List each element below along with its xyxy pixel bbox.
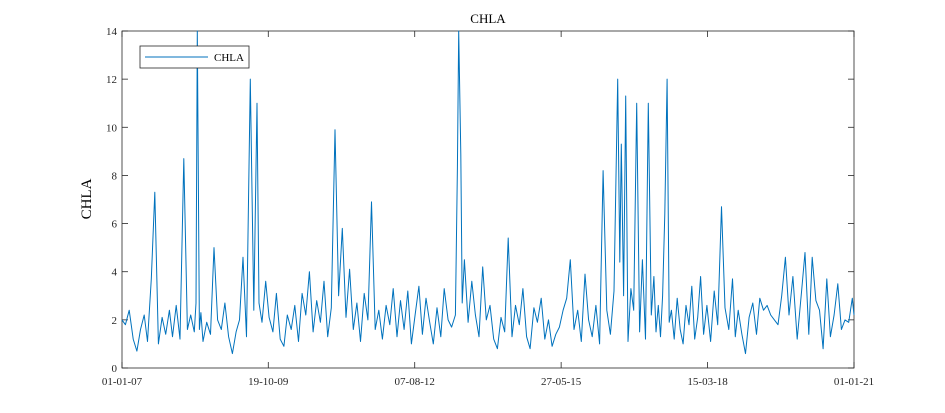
x-tick-label: 19-10-09 bbox=[248, 376, 289, 388]
y-tick-label: 0 bbox=[112, 363, 118, 375]
y-tick-label: 2 bbox=[112, 315, 118, 327]
y-axis-label: CHLA bbox=[79, 178, 95, 219]
x-axis-ticks: 01-01-07 19-10-09 07-08-12 27-05-15 15-03-18… bbox=[102, 31, 874, 388]
legend: CHLA bbox=[139, 45, 250, 69]
y-tick-label: 10 bbox=[106, 122, 118, 134]
y-tick-label: 8 bbox=[112, 170, 118, 182]
series-line-chla bbox=[121, 30, 855, 355]
plot-frame bbox=[121, 30, 855, 369]
x-tick-label: 15-03-18 bbox=[687, 376, 728, 388]
y-tick-label: 12 bbox=[106, 74, 117, 86]
y-axis-ticks: 0 2 4 6 8 10 12 14 bbox=[106, 26, 854, 375]
legend-entry-chla: CHLA bbox=[214, 52, 244, 64]
y-tick-label: 4 bbox=[112, 267, 118, 279]
x-tick-label: 07-08-12 bbox=[395, 376, 435, 388]
x-tick-label: 01-01-21 bbox=[834, 376, 874, 388]
y-tick-label: 14 bbox=[106, 26, 118, 38]
x-tick-label: 27-05-15 bbox=[541, 376, 582, 388]
chart-title: CHLA bbox=[470, 11, 506, 26]
x-tick-label: 01-01-07 bbox=[102, 376, 143, 388]
plot-area: 01-01-07 19-10-09 07-08-12 27-05-15 15-03-18… bbox=[102, 26, 874, 388]
y-tick-label: 6 bbox=[112, 219, 118, 231]
